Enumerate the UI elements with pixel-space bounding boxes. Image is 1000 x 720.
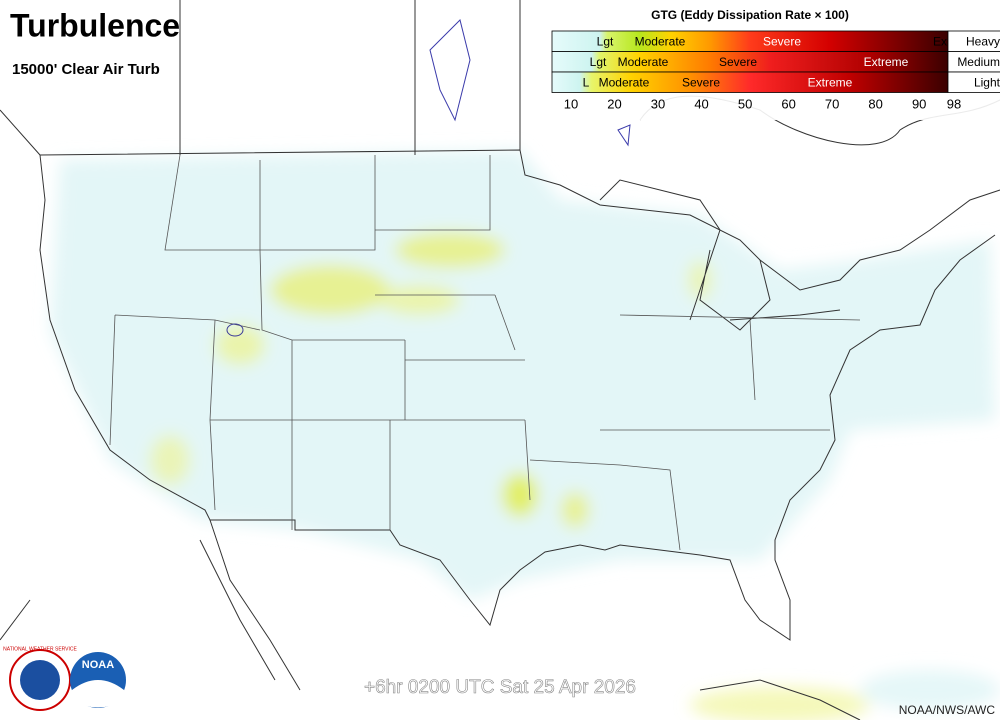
- legend-scale-label: 50: [738, 96, 752, 111]
- legend-category: Ex: [933, 34, 947, 48]
- legend-title: GTG (Eddy Dissipation Rate × 100): [651, 8, 849, 22]
- noaa-logo: NOAA: [70, 652, 126, 708]
- legend-category: Severe: [719, 55, 757, 69]
- legend: Heavy Lgt Moderate Severe Ex Medium Lgt Moderat…: [551, 30, 1000, 111]
- legend-scale-label: 80: [868, 96, 882, 111]
- legend-scale-label: 60: [781, 96, 795, 111]
- legend-category: Moderate: [599, 75, 650, 89]
- legend-scale-label: 10: [564, 96, 578, 111]
- legend-category: Moderate: [618, 55, 669, 69]
- legend-aircraft: Light: [974, 75, 1000, 89]
- legend-scale-label: 90: [912, 96, 926, 111]
- legend-scale-label: 98: [947, 96, 961, 111]
- legend-scale-label: 40: [694, 96, 708, 111]
- valid-time: +6hr 0200 UTC Sat 25 Apr 2026: [364, 677, 636, 698]
- legend-aircraft-box: [947, 71, 1000, 93]
- nws-logo-text: NATIONAL WEATHER SERVICE: [3, 646, 77, 652]
- title: Turbulence: [10, 7, 180, 43]
- noaa-logo-text: NOAA: [82, 659, 114, 671]
- turbulence-field: [50, 150, 1000, 720]
- legend-category: Lgt: [590, 55, 607, 69]
- legend-aircraft: Heavy: [966, 34, 1000, 48]
- credit: NOAA/NWS/AWC: [899, 703, 996, 717]
- nws-logo: NATIONAL WEATHER SERVICE: [3, 646, 78, 711]
- legend-aircraft: Medium: [957, 55, 1000, 69]
- legend-category: L: [583, 75, 590, 89]
- legend-category: Moderate: [635, 34, 686, 48]
- legend-scale-label: 30: [651, 96, 665, 111]
- legend-category: Severe: [682, 75, 720, 89]
- legend-scale-label: 20: [607, 96, 621, 111]
- legend-category: Severe: [763, 34, 801, 48]
- legend-category: Extreme: [864, 55, 909, 69]
- legend-category: Lgt: [597, 34, 614, 48]
- legend-scale-label: 70: [825, 96, 839, 111]
- legend-category: Extreme: [808, 75, 853, 89]
- subtitle: 15000' Clear Air Turb: [12, 61, 160, 78]
